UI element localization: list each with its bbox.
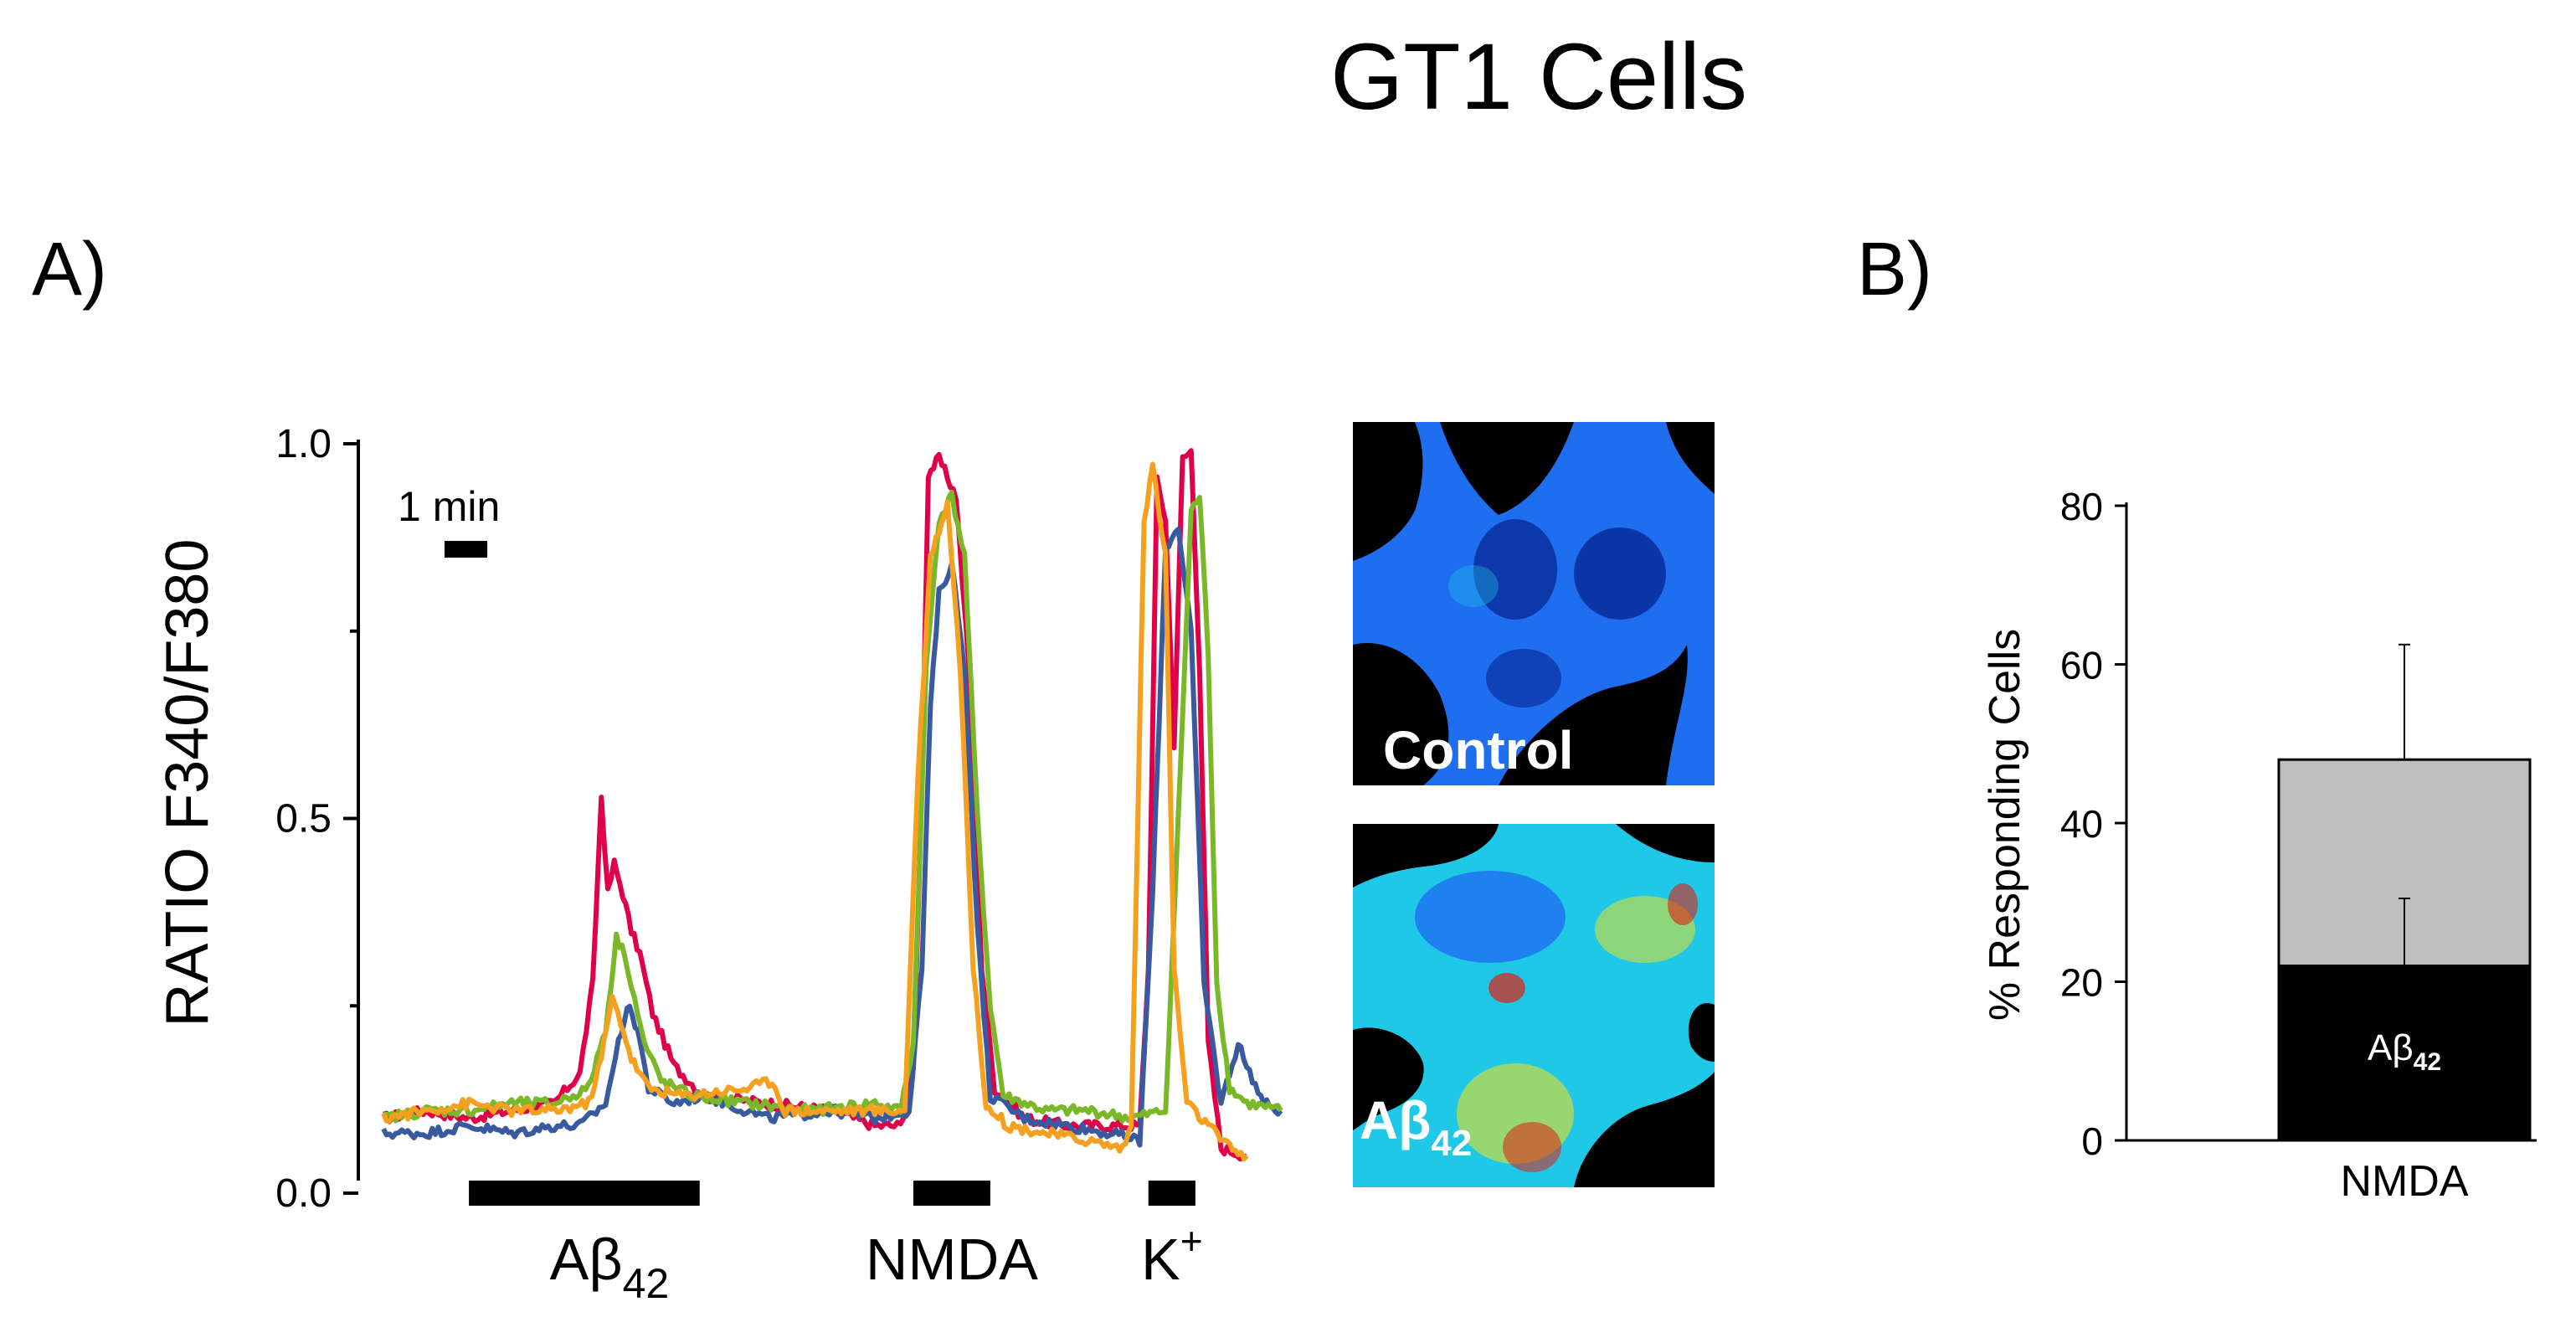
trace-blue — [381, 527, 1283, 1148]
abeta-red-spot-1 — [1489, 973, 1525, 1003]
control-gap-bottom-right — [1499, 645, 1688, 785]
b-y-tick-label: 40 — [2060, 802, 2103, 846]
scale-bar-rect — [445, 541, 488, 558]
abeta-gap-left — [1353, 1027, 1424, 1130]
panel-b-bar-chart: 0 20 40 60 80 % Responding Cells Aβ42 NMDA — [1981, 485, 2537, 1206]
abeta-red-spot-2 — [1503, 1122, 1561, 1172]
y-axis-ticks: 0.0 0.5 1.0 — [275, 422, 358, 1216]
abeta-gap-right — [1688, 1003, 1715, 1062]
b-bar-inner-label: Aβ42 — [2368, 1027, 2441, 1076]
stimulus-bar-kplus — [1148, 1181, 1195, 1206]
trace-orange — [381, 461, 1249, 1162]
control-cell-body-1 — [1473, 519, 1557, 620]
b-y-tick-label: 60 — [2060, 644, 2103, 687]
scale-bar-label: 1 min — [398, 483, 500, 530]
b-y-tick-label: 0 — [2081, 1119, 2103, 1163]
abeta-gap-top-right — [1616, 824, 1715, 862]
b-bar-inner-label-sub: 42 — [2414, 1048, 2441, 1076]
control-cell-body-2 — [1574, 527, 1666, 620]
y-tick-label: 0.5 — [275, 797, 332, 841]
stimulus-bar-abeta — [469, 1181, 700, 1206]
control-bright-spot — [1448, 565, 1499, 607]
abeta-image-label: Aβ42 — [1360, 1090, 1472, 1164]
control-gap-left-bottom — [1353, 643, 1449, 785]
panel-a-label: A) — [32, 228, 107, 311]
stimulus-labels: Aβ42 NMDA K+ — [550, 1219, 1203, 1307]
b-bar-inner-label-main: Aβ — [2368, 1027, 2414, 1068]
traces — [381, 448, 1283, 1162]
y-tick-label: 1.0 — [275, 422, 332, 466]
control-image-label: Control — [1383, 720, 1574, 780]
abeta-image-label-main: Aβ — [1360, 1090, 1431, 1150]
stimulus-bars — [469, 1181, 1195, 1206]
figure-title: GT1 Cells — [1330, 24, 1747, 129]
abeta-gap-top — [1353, 824, 1499, 888]
control-gap-top-middle — [1440, 422, 1574, 515]
stimulus-label-kplus: K+ — [1141, 1219, 1203, 1292]
abeta-image-label-sub: 42 — [1431, 1123, 1472, 1164]
b-y-axis-ticks: 0 20 40 60 80 — [2060, 485, 2126, 1163]
control-gap-left-top — [1353, 422, 1423, 561]
kplus-label-main: K — [1141, 1227, 1180, 1292]
y-tick-label: 0.0 — [275, 1171, 332, 1216]
panel-a-line-chart: 0.0 0.5 1.0 RATIO F340/F380 1 min Aβ42 NMD… — [154, 422, 1283, 1307]
control-gap-right-top — [1666, 422, 1715, 494]
abeta-red-spot-3 — [1668, 883, 1698, 925]
kplus-label-sup: + — [1180, 1219, 1203, 1263]
abeta-blue-region — [1415, 871, 1566, 963]
b-category-label: NMDA — [2340, 1157, 2468, 1206]
b-y-tick-label: 80 — [2060, 485, 2103, 528]
abeta-gap-bottom — [1574, 1072, 1715, 1187]
control-cell-body-3 — [1486, 649, 1561, 708]
stimulus-label-nmda: NMDA — [866, 1227, 1038, 1292]
abeta-label-sub: 42 — [623, 1260, 670, 1307]
abeta-cell-image: Aβ42 — [1353, 824, 1715, 1187]
stimulus-label-abeta: Aβ42 — [550, 1227, 670, 1307]
b-y-axis-label: % Responding Cells — [1981, 629, 2029, 1021]
b-bars — [2277, 643, 2532, 1142]
control-cell-image: Control — [1353, 422, 1715, 785]
panel-b-label: B) — [1857, 228, 1932, 311]
b-y-tick-label: 20 — [2060, 961, 2103, 1005]
scale-bar — [445, 541, 488, 558]
trace-red — [383, 448, 1248, 1162]
y-axis-label: RATIO F340/F380 — [154, 539, 221, 1027]
stimulus-bar-nmda — [913, 1181, 990, 1206]
abeta-label-main: Aβ — [550, 1227, 623, 1292]
